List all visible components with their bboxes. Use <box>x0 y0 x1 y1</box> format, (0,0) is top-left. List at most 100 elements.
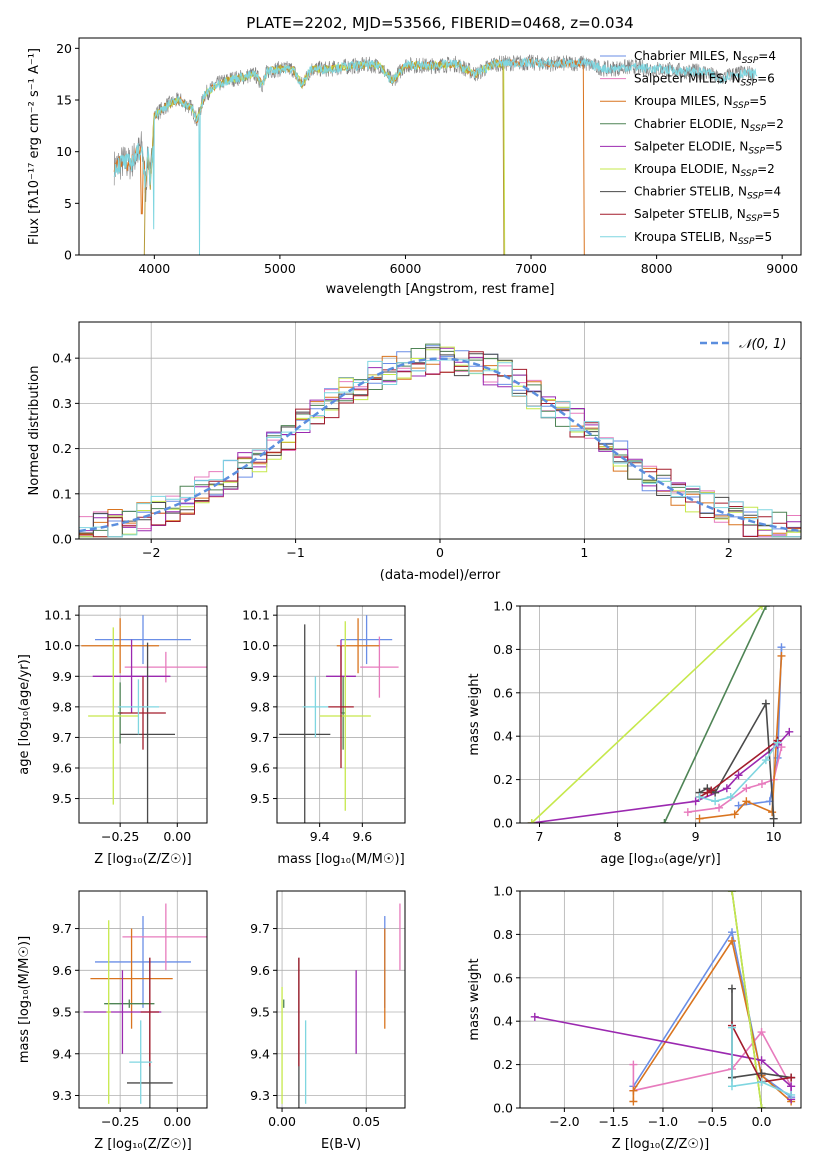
legend-label: 𝒩(0, 1) <box>739 337 786 352</box>
y-tick-label: 10.0 <box>242 638 270 653</box>
x-axis-label: mass [log₁₀(M/M☉)] <box>277 852 404 867</box>
y-tick-label: 9.9 <box>250 669 270 684</box>
legend-label: Kroupa ELODIE, NSSP=2 <box>634 162 775 179</box>
axes-frame <box>78 605 208 824</box>
x-tick-label: −0.25 <box>101 829 139 844</box>
legend-count: =2 <box>757 162 775 176</box>
plot-area <box>79 343 801 538</box>
x-tick-label: −0.25 <box>101 1114 139 1129</box>
y-axis-label: mass weight <box>467 958 482 1040</box>
axes-frame <box>78 37 802 256</box>
plot-area <box>113 54 758 255</box>
x-axis-label: wavelength [Angstrom, rest frame] <box>326 282 555 297</box>
y-tick-label: 10.1 <box>242 608 270 623</box>
x-tick-label: 5000 <box>264 261 296 276</box>
y-tick-label: 0.1 <box>52 486 72 501</box>
y-tick-label: 0.0 <box>493 816 513 831</box>
weight-marker <box>629 1060 638 1069</box>
weight-line-3 <box>663 606 767 823</box>
weight-line-7 <box>699 739 779 798</box>
y-tick-label: 10 <box>56 144 72 159</box>
weight-marker <box>769 814 778 823</box>
panel-mass-vs-ebv: 0.00 0.05 9.3 9.4 9.5 9.6 9.7 E(B-V) <box>250 890 406 1152</box>
x-tick-label: 0.00 <box>268 1114 296 1129</box>
x-tick-label: 8 <box>614 829 622 844</box>
legend-label: Chabrier ELODIE, NSSP=2 <box>634 117 784 134</box>
weight-marker <box>787 1073 796 1082</box>
legend-subscript: SSP <box>746 214 763 224</box>
x-tick-label: 0 <box>436 545 444 560</box>
legend-count: =5 <box>762 207 780 221</box>
x-tick-label: 2 <box>725 545 733 560</box>
y-tick-label: 0.2 <box>52 441 72 456</box>
weight-marker <box>761 699 770 708</box>
y-tick-label: 9.5 <box>250 791 270 806</box>
y-tick-label: 9.5 <box>250 1005 270 1020</box>
figure-title: PLATE=2202, MJD=53566, FIBERID=0468, z=0… <box>246 14 633 32</box>
weight-marker <box>527 819 536 823</box>
model-line-kroupa-stelib <box>113 56 758 255</box>
y-tick-label: 0.3 <box>52 396 72 411</box>
y-tick-label: 0.4 <box>493 729 513 744</box>
weight-line-8 <box>731 1027 792 1096</box>
legend-count: =5 <box>765 139 783 153</box>
y-tick-label: 9.3 <box>250 1088 270 1103</box>
panel-weight-vs-age: 7 8 9 10 0.0 0.2 0.4 0.6 0.8 1.0 age [log₁₀(age/yr… <box>467 599 802 867</box>
histogram-4 <box>79 347 801 537</box>
y-tick-label: 9.8 <box>52 699 72 714</box>
weight-marker <box>711 797 720 806</box>
x-tick-label: 7000 <box>515 261 547 276</box>
x-tick-label: 9 <box>692 829 700 844</box>
weight-marker <box>722 784 731 793</box>
weight-marker <box>530 1012 539 1021</box>
weight-line-5 <box>531 606 763 823</box>
legend-label: Chabrier STELIB, NSSP=4 <box>634 185 781 202</box>
y-tick-label: 9.7 <box>250 730 270 745</box>
x-tick-label: 6000 <box>390 261 422 276</box>
legend-label: Salpeter MILES, NSSP=6 <box>634 72 775 89</box>
panel-age-vs-mass: 9.4 9.6 9.5 9.6 9.7 9.8 9.9 10.0 10.1 mass [log₁₀… <box>242 605 406 867</box>
x-tick-label: 9.6 <box>352 829 372 844</box>
x-tick-label: 9000 <box>766 261 798 276</box>
x-axis-label: age [log₁₀(age/yr)] <box>600 852 721 867</box>
y-tick-label: 0.8 <box>493 642 513 657</box>
weight-marker <box>757 606 766 610</box>
y-tick-label: 0.6 <box>493 970 513 985</box>
y-tick-label: 9.6 <box>52 963 72 978</box>
y-tick-label: 9.6 <box>250 963 270 978</box>
weight-marker <box>727 1023 736 1032</box>
y-tick-label: 9.5 <box>52 1005 72 1020</box>
y-tick-label: 0 <box>64 248 72 263</box>
weight-marker <box>707 786 716 795</box>
normal-reference-curve <box>79 357 801 533</box>
weight-marker <box>727 936 736 945</box>
weight-marker <box>695 814 704 823</box>
weight-marker <box>757 1069 766 1078</box>
legend-subscript: SSP <box>742 56 759 66</box>
legend-subscript: SSP <box>741 169 758 179</box>
panel-spectrum: 4000 5000 6000 7000 8000 9000 0 5 10 15 20 waveleng… <box>27 37 802 297</box>
weight-line-6 <box>699 700 775 819</box>
legend-count: =2 <box>766 117 784 131</box>
weight-marker <box>773 738 782 747</box>
weight-marker <box>683 808 692 817</box>
y-tick-label: 9.6 <box>52 760 72 775</box>
weight-marker <box>742 784 751 793</box>
axes-frame <box>78 890 208 1109</box>
histogram-7 <box>79 351 801 538</box>
x-axis-label: Z [log₁₀(Z/Z☉)] <box>612 1137 709 1152</box>
y-tick-label: 0.6 <box>493 685 513 700</box>
x-tick-label: 0.05 <box>352 1114 380 1129</box>
panel-residuals: −2 −1 0 1 2 0.0 0.1 0.2 0.3 0.4 (data-model)/error… <box>27 321 802 583</box>
x-tick-label: 7 <box>536 829 544 844</box>
x-tick-label: 0.00 <box>163 1114 191 1129</box>
axes-frame <box>519 605 802 824</box>
y-tick-label: 20 <box>56 41 72 56</box>
y-tick-label: 9.9 <box>52 669 72 684</box>
y-tick-label: 5 <box>64 196 72 211</box>
panel-age-vs-Z: −0.25 0.00 9.5 9.6 9.7 9.8 9.9 10.0 10.1 Z [log₁₀… <box>17 605 208 867</box>
legend-count: =6 <box>757 72 775 86</box>
weight-marker <box>726 792 735 801</box>
weight-marker <box>785 727 794 736</box>
legend-count: =5 <box>754 230 772 244</box>
